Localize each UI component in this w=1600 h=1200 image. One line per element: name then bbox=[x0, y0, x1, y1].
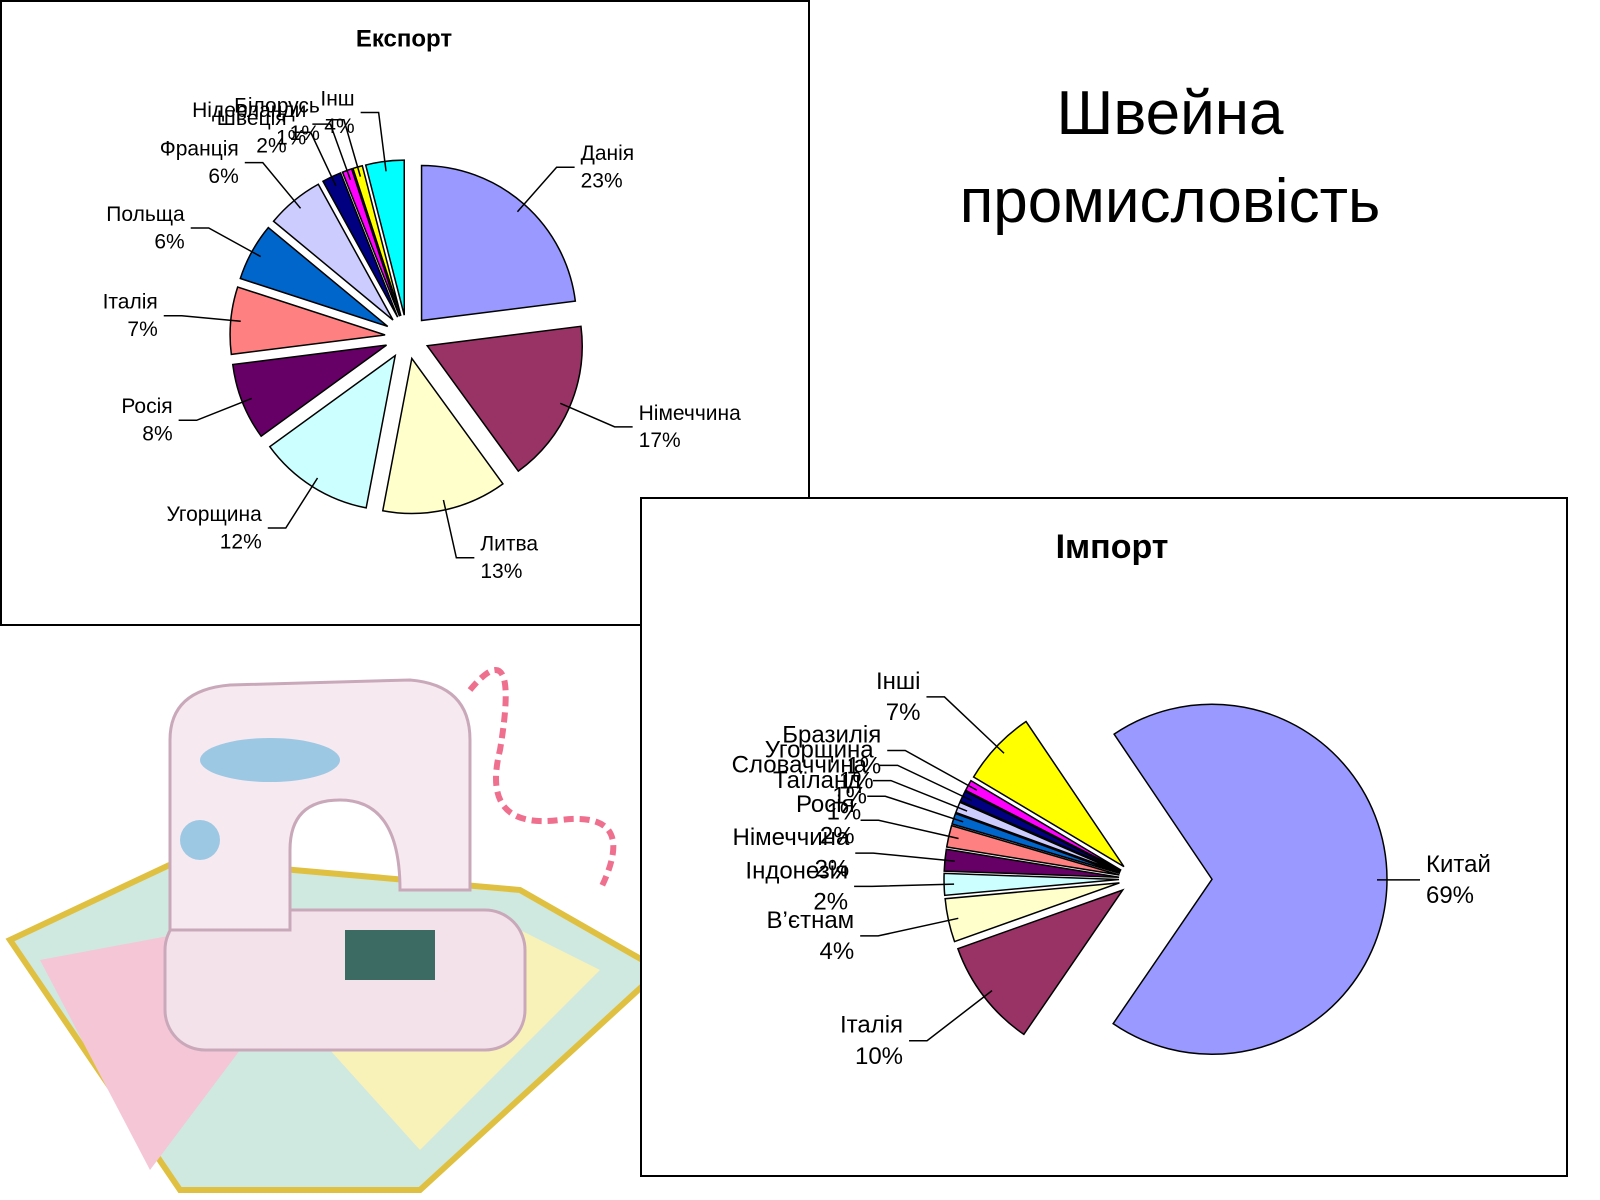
slice-value-label: 4% bbox=[819, 938, 854, 965]
slice-value-label: 10% bbox=[855, 1043, 903, 1070]
slice-label: Італія bbox=[840, 1012, 903, 1039]
leader-line bbox=[178, 397, 253, 422]
chart-title: Імпорт bbox=[1056, 528, 1169, 566]
slice-value-label: 12% bbox=[220, 530, 262, 553]
leader-line bbox=[516, 166, 575, 213]
slice-value-label: 2% bbox=[815, 855, 850, 882]
machine-panel bbox=[200, 738, 340, 782]
slice-label: Росія bbox=[796, 791, 855, 818]
slice-value-label: 2% bbox=[820, 822, 855, 849]
leader-line bbox=[926, 696, 1005, 754]
leader-line bbox=[860, 819, 959, 840]
leader-line bbox=[292, 131, 337, 187]
slice-label: Таїланд bbox=[773, 767, 861, 794]
leader-line bbox=[442, 499, 475, 559]
leader-line bbox=[559, 402, 633, 428]
leader-line bbox=[312, 123, 352, 181]
leader-line bbox=[325, 118, 362, 177]
chart-title: Експорт bbox=[356, 25, 453, 52]
sewing-machine-illustration bbox=[5, 667, 640, 1193]
slice-value-label: 13% bbox=[480, 560, 522, 583]
slice-label: Італія bbox=[103, 291, 158, 314]
slice-value-label: 1% bbox=[847, 753, 882, 780]
slice-value-label: 6% bbox=[154, 230, 184, 253]
slice-value-label: 1% bbox=[839, 767, 874, 794]
slide-title: Швейна промисловість bbox=[959, 79, 1381, 236]
slice-label: Китай bbox=[1426, 851, 1491, 878]
slice-label: Білорусь bbox=[234, 95, 320, 118]
leader-line bbox=[879, 764, 973, 802]
slice-label: Інші bbox=[876, 668, 921, 695]
slice-label: Польща bbox=[106, 203, 185, 226]
slice-value-label: 6% bbox=[208, 165, 238, 188]
slice-label: В’єтнам bbox=[766, 907, 854, 934]
slice-value-label: 1% bbox=[290, 122, 320, 145]
slice-label: Німеччина bbox=[639, 402, 741, 425]
leader-line bbox=[163, 314, 241, 323]
leader-line bbox=[267, 477, 319, 529]
leader-line bbox=[244, 161, 302, 209]
slice-value-label: 17% bbox=[639, 429, 681, 452]
leader-line bbox=[872, 779, 968, 812]
slice-value-label: 2% bbox=[813, 889, 848, 916]
slice-label: Росія bbox=[121, 395, 172, 418]
machine-dial bbox=[180, 820, 220, 860]
slice-label: Швеція bbox=[217, 107, 287, 130]
thread bbox=[467, 667, 617, 892]
leader-line bbox=[860, 917, 959, 937]
slice-value-label: 1% bbox=[827, 798, 862, 825]
slice-label: Німеччина bbox=[733, 824, 850, 851]
slice-label: Інш bbox=[320, 87, 354, 110]
slice-value-label: 7% bbox=[127, 318, 157, 341]
slice-value-label: 1% bbox=[832, 783, 867, 810]
leader-line bbox=[854, 883, 955, 888]
leader-line bbox=[855, 852, 955, 862]
slice-value-label: 4% bbox=[324, 115, 354, 138]
slice-label: Литва bbox=[480, 533, 538, 556]
slice-value-label: 2% bbox=[256, 135, 286, 158]
needle-plate bbox=[345, 930, 435, 980]
slice-label: Угорщина bbox=[765, 736, 874, 763]
leader-line bbox=[360, 111, 387, 172]
leader-line bbox=[909, 990, 993, 1042]
leader-line bbox=[190, 227, 262, 258]
slice-value-label: 7% bbox=[886, 699, 921, 726]
slice-label: Франція bbox=[160, 138, 239, 161]
slice-label: Бразилія bbox=[782, 721, 881, 748]
leader-line bbox=[887, 749, 978, 791]
pie-slice bbox=[420, 164, 577, 322]
slice-value-label: 69% bbox=[1426, 882, 1474, 909]
pie-slice bbox=[1112, 703, 1388, 1055]
leader-line bbox=[867, 795, 964, 823]
slice-label: Данія bbox=[581, 142, 635, 165]
import-chart: Імпорт Китай 69% Італія 10% В’єтнам 4% Індонез… bbox=[640, 497, 1568, 1177]
slice-value-label: 23% bbox=[581, 170, 623, 193]
slice-label: Словаччина bbox=[732, 752, 868, 779]
slice-label: Нідерланди bbox=[192, 99, 306, 122]
slice-label: Індонезія bbox=[745, 857, 848, 884]
slice-label: Угорщина bbox=[167, 503, 263, 526]
slice-value-label: 1% bbox=[276, 126, 306, 149]
slice-value-label: 8% bbox=[142, 423, 172, 446]
